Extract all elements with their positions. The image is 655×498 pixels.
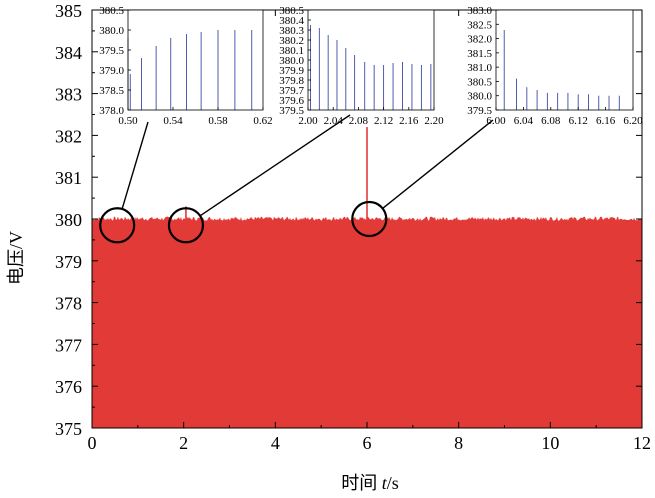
inset-background [128, 10, 263, 110]
inset-y-tick-label: 379.5 [279, 105, 304, 117]
highlight-circle-2 [351, 200, 388, 238]
y-tick-label-383: 383 [55, 85, 82, 105]
inset-x-tick-label: 6.08 [541, 115, 561, 127]
y-tick-label-376: 376 [55, 377, 82, 397]
inset-x-tick-label: 6.20 [623, 115, 643, 127]
inset-y-tick-label: 383.0 [467, 5, 492, 17]
x-axis-label-unit: /s [387, 473, 399, 493]
inset-y-tick-label: 379.5 [99, 45, 124, 57]
x-tick-label-12: 12 [633, 433, 651, 453]
x-axis-label-var: t [382, 473, 388, 493]
inset-x-tick-label: 6.00 [486, 115, 506, 127]
inset-2: 379.5 380.0 380.5 381.0 381.5 382.0 382.5 383.0… [467, 5, 643, 127]
inset-y-tick-label: 380.3 [279, 25, 304, 37]
inset-x-tick-label: 2.00 [298, 115, 318, 127]
inset-x-tick-label: 0.58 [208, 115, 228, 127]
x-tick-label-0: 0 [88, 433, 97, 453]
y-tick-label-381: 381 [55, 168, 82, 188]
inset-y-tick-label: 380.5 [467, 76, 492, 88]
inset-frame [127, 9, 264, 111]
inset-y-tick-label: 382.0 [467, 34, 492, 46]
inset-y-tick-label: 379.6 [279, 95, 304, 107]
inset-connector-0 [121, 121, 149, 210]
y-tick-label-375: 375 [55, 419, 82, 439]
x-tick-label-2: 2 [179, 433, 188, 453]
inset-y-tick-label: 378.5 [99, 85, 124, 97]
inset-y-tick-label: 380.4 [279, 15, 304, 27]
y-tick-label-384: 384 [55, 43, 82, 63]
inset-x-tick-label: 6.16 [596, 115, 616, 127]
inset-x-tick-label: 0.62 [253, 115, 272, 127]
voltage-area [92, 216, 642, 428]
inset-x-tick-label: 2.12 [374, 115, 393, 127]
inset-y-tick-label: 379.7 [279, 85, 304, 97]
inset-x-tick-label: 6.12 [569, 115, 588, 127]
inset-y-tick-label: 381.0 [467, 62, 492, 74]
x-tick-label-10: 10 [541, 433, 559, 453]
y-tick-label-379: 379 [55, 252, 82, 272]
inset-connector-1 [199, 114, 351, 217]
inset-x-tick-label: 0.50 [118, 115, 138, 127]
inset-background [308, 10, 434, 110]
inset-y-tick-label: 379.8 [279, 75, 304, 87]
inset-y-tick-label: 381.5 [467, 48, 492, 60]
y-tick-label-385: 385 [55, 1, 82, 21]
inset-x-tick-label: 2.04 [324, 115, 344, 127]
x-tick-label-4: 4 [271, 433, 280, 453]
inset-x-tick-label: 6.04 [514, 115, 534, 127]
inset-1: 379.5379.6379.7379.8379.9380.0380.1380.2… [279, 5, 444, 127]
y-tick-label-382: 382 [55, 126, 82, 146]
inset-background [496, 10, 633, 110]
inset-y-tick-label: 380.1 [279, 45, 304, 57]
main-plot: 375 376 377 378 379 380 381 382 383 384 385 0 2 4 6 8 10… [55, 1, 651, 453]
x-tick-label-6: 6 [363, 433, 372, 453]
inset-y-tick-label: 379.0 [99, 65, 124, 77]
inset-y-tick-label: 380.0 [99, 25, 124, 37]
inset-y-tick-label: 379.9 [279, 65, 304, 77]
inset-frame [495, 9, 634, 111]
highlight-circle-0 [99, 207, 136, 244]
inset-y-tick-label: 380.0 [279, 55, 304, 67]
inset-y-tick-label: 380.5 [99, 5, 124, 17]
inset-connector-2 [382, 119, 494, 209]
inset-y-tick-label: 379.5 [467, 105, 492, 117]
inset-connectors [121, 114, 494, 217]
highlight-circle-1 [167, 207, 205, 244]
inset-x-tick-label: 2.08 [349, 115, 369, 127]
y-tick-label-377: 377 [55, 335, 82, 355]
insets: 378.0 378.5 379.0 379.5 380.0 380.5 0.50 0.54 0.… [99, 5, 643, 127]
inset-x-tick-label: 2.16 [399, 115, 419, 127]
y-tick-label-380: 380 [55, 210, 82, 230]
inset-y-tick-label: 380.0 [467, 91, 492, 103]
y-tick-label-378: 378 [55, 294, 82, 314]
x-axis-label: 时间 t/s [341, 473, 399, 493]
inset-y-tick-label: 382.5 [467, 19, 492, 31]
y-axis-label: 电压/V [6, 231, 26, 285]
inset-y-tick-label: 378.0 [99, 105, 124, 117]
inset-y-tick-label: 380.5 [279, 5, 304, 17]
inset-0: 378.0 378.5 379.0 379.5 380.0 380.5 0.50 0.54 0.… [99, 5, 272, 127]
inset-x-tick-label: 2.20 [424, 115, 444, 127]
x-tick-label-8: 8 [454, 433, 463, 453]
inset-y-tick-label: 380.2 [279, 35, 304, 47]
inset-x-tick-label: 0.54 [163, 115, 183, 127]
x-axis-label-prefix: 时间 [341, 473, 382, 493]
